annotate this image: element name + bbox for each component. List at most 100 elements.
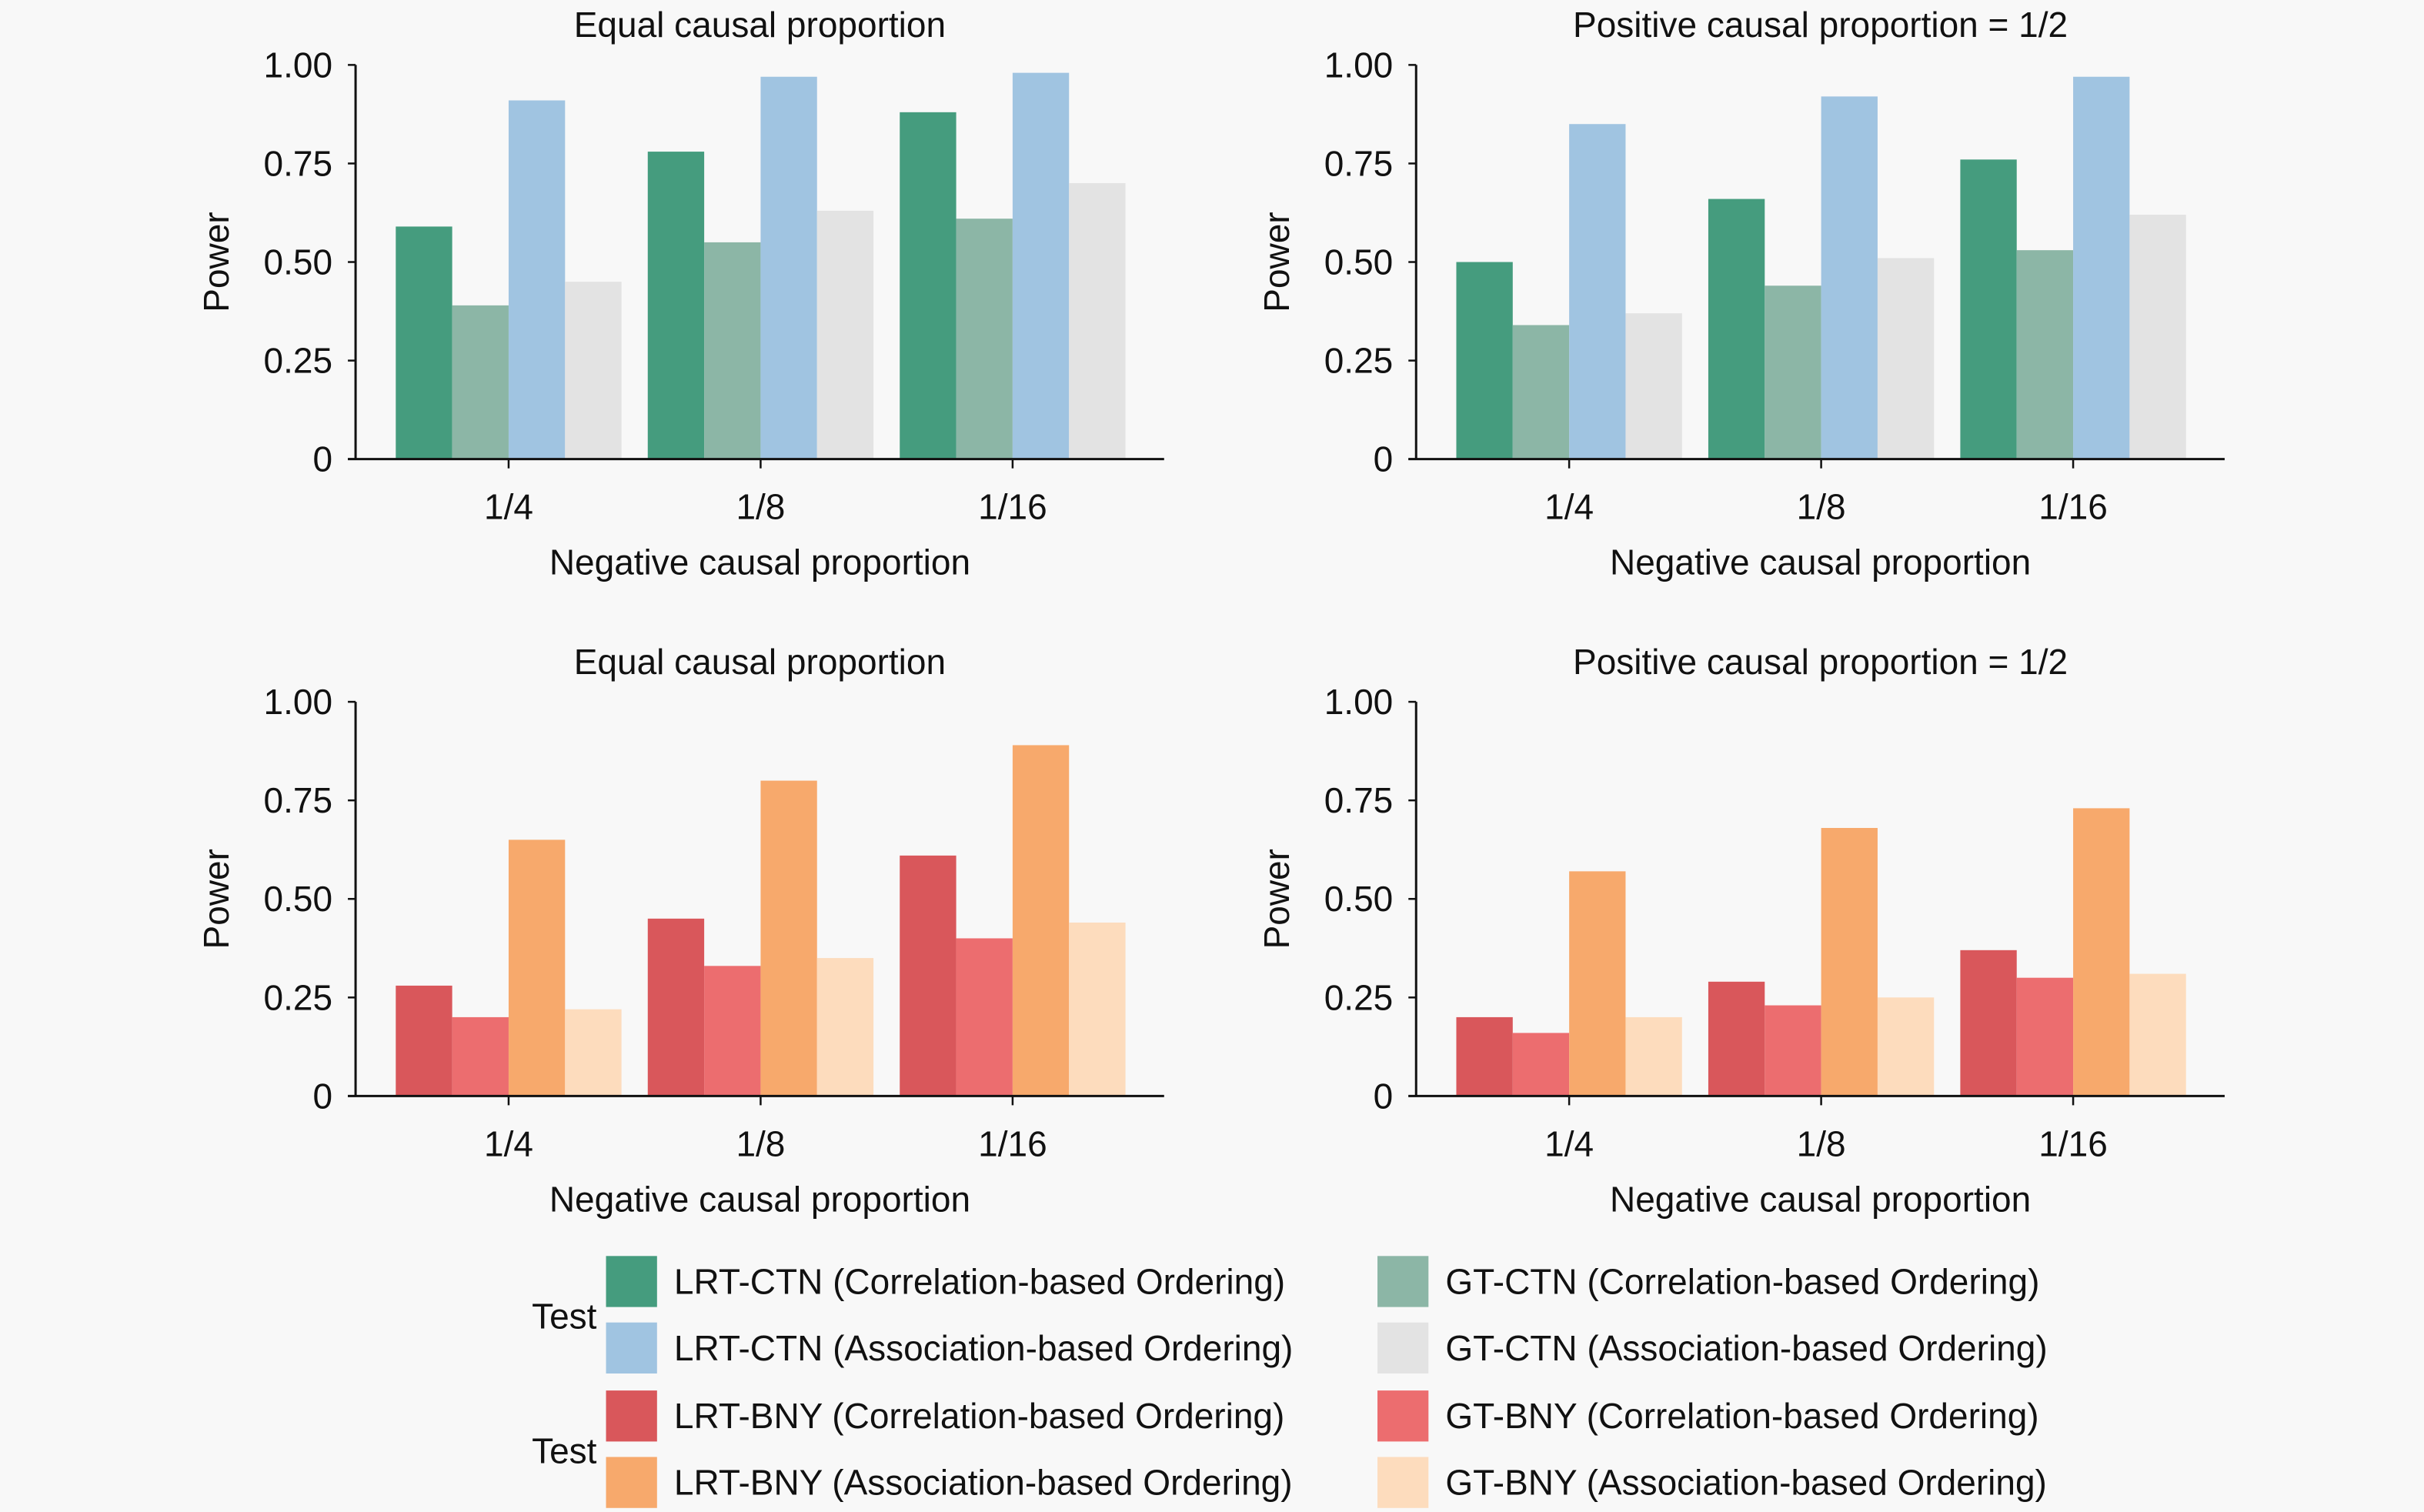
legend-swatch <box>606 1256 657 1307</box>
bar-1-4-2 <box>1569 124 1626 459</box>
bar-1-16-1 <box>2016 250 2074 459</box>
y-tick-label: 0.50 <box>1324 879 1394 919</box>
x-tick-label: 1/16 <box>2038 487 2108 527</box>
bar-1-16-3 <box>1069 922 1126 1096</box>
bar-1-8-2 <box>1821 96 1878 459</box>
legend-swatch <box>1377 1322 1429 1373</box>
y-tick-label: 0.25 <box>1324 977 1394 1017</box>
bar-1-8-2 <box>1821 828 1878 1096</box>
bar-1-4-3 <box>1625 1016 1682 1096</box>
bar-1-16-0 <box>1960 950 2017 1096</box>
chart-title: Positive causal proportion = 1/2 <box>1573 5 2068 45</box>
chart-title: Equal causal proportion <box>574 5 946 45</box>
legend-group-title: Test <box>532 1297 597 1337</box>
bar-1-8-2 <box>760 780 817 1096</box>
bar-1-8-0 <box>647 918 705 1096</box>
legend-swatch <box>1377 1390 1429 1442</box>
x-tick-label: 1/4 <box>484 1123 533 1163</box>
x-axis-label: Negative causal proportion <box>1610 1179 2031 1219</box>
bar-1-8-1 <box>704 966 761 1096</box>
y-tick-label: 0.75 <box>264 143 333 183</box>
x-tick-label: 1/4 <box>484 487 533 527</box>
y-tick-label: 0.25 <box>264 341 333 381</box>
bar-1-4-3 <box>565 1009 622 1096</box>
bar-1-4-3 <box>1625 313 1682 459</box>
legend-label: GT-BNY (Association-based Ordering) <box>1445 1463 2046 1503</box>
y-tick-label: 1.00 <box>1324 682 1394 722</box>
x-tick-label: 1/8 <box>1797 487 1846 527</box>
y-tick-label: 0 <box>1374 1076 1394 1116</box>
bar-1-8-0 <box>647 152 705 459</box>
bar-1-4-1 <box>452 305 509 459</box>
bar-1-4-0 <box>396 985 452 1096</box>
x-axis-label: Negative causal proportion <box>1610 542 2031 582</box>
chart-panel-top-left: Equal causal proportion 1/4 1/8 1/16 0 0.25 0.… <box>196 5 1164 582</box>
bar-1-16-2 <box>2073 76 2130 459</box>
x-tick-label: 1/4 <box>1544 487 1594 527</box>
legend-label: LRT-CTN (Association-based Ordering) <box>674 1328 1293 1368</box>
legend-label: LRT-CTN (Correlation-based Ordering) <box>674 1261 1285 1301</box>
bar-1-4-1 <box>452 1016 509 1096</box>
chart-title: Equal causal proportion <box>574 642 946 682</box>
y-axis-label: Power <box>196 212 236 312</box>
y-tick-label: 0.75 <box>264 780 333 820</box>
bar-1-16-3 <box>2129 215 2186 459</box>
legend: Test LRT-CTN (Correlation-based Ordering)… <box>532 1256 2048 1508</box>
y-tick-label: 0.25 <box>264 977 333 1017</box>
chart-title: Positive causal proportion = 1/2 <box>1573 642 2068 682</box>
bar-1-16-1 <box>956 219 1013 459</box>
y-tick-label: 1.00 <box>264 682 333 722</box>
bar-1-8-0 <box>1708 199 1765 459</box>
y-tick-label: 0.75 <box>1324 780 1394 820</box>
legend-swatch <box>606 1322 657 1373</box>
bar-1-4-0 <box>396 226 452 459</box>
legend-label: LRT-BNY (Correlation-based Ordering) <box>674 1396 1284 1436</box>
y-tick-label: 0.50 <box>1324 242 1394 282</box>
y-tick-label: 1.00 <box>264 45 333 85</box>
y-axis-label: Power <box>1257 849 1297 949</box>
legend-label: GT-CTN (Association-based Ordering) <box>1445 1328 2047 1368</box>
bar-1-16-2 <box>2073 808 2130 1096</box>
y-tick-label: 0.50 <box>264 879 333 919</box>
bar-1-8-1 <box>1765 285 1821 459</box>
legend-label: LRT-BNY (Association-based Ordering) <box>674 1463 1293 1503</box>
bar-1-16-1 <box>2016 977 2074 1096</box>
x-axis-label: Negative causal proportion <box>549 542 970 582</box>
bar-1-8-2 <box>760 76 817 459</box>
bar-1-16-0 <box>900 855 957 1096</box>
bar-1-16-2 <box>1012 745 1070 1096</box>
legend-swatch <box>1377 1457 1429 1508</box>
y-tick-label: 0 <box>312 439 332 479</box>
legend-swatch <box>1377 1256 1429 1307</box>
x-tick-label: 1/8 <box>1797 1123 1846 1163</box>
y-tick-label: 0.75 <box>1324 143 1394 183</box>
bar-1-4-2 <box>508 100 566 459</box>
y-axis-label: Power <box>1257 212 1297 312</box>
bar-1-16-2 <box>1012 72 1070 459</box>
x-tick-label: 1/8 <box>736 1123 785 1163</box>
bar-1-8-1 <box>1765 1005 1821 1096</box>
y-tick-label: 0 <box>312 1076 332 1116</box>
bar-1-8-1 <box>704 242 761 459</box>
bar-1-4-0 <box>1456 262 1513 459</box>
bar-1-8-0 <box>1708 981 1765 1096</box>
bar-1-16-0 <box>900 112 957 459</box>
y-tick-label: 0.25 <box>1324 341 1394 381</box>
x-tick-label: 1/8 <box>736 487 785 527</box>
y-tick-label: 0 <box>1374 439 1394 479</box>
bar-1-16-0 <box>1960 159 2017 459</box>
legend-swatch <box>606 1457 657 1508</box>
legend-group-title: Test <box>532 1430 597 1470</box>
bar-1-16-1 <box>956 938 1013 1096</box>
x-tick-label: 1/4 <box>1544 1123 1594 1163</box>
bar-1-8-3 <box>816 210 874 459</box>
bar-1-4-2 <box>508 839 566 1096</box>
bar-1-4-1 <box>1512 1033 1570 1096</box>
x-tick-label: 1/16 <box>978 487 1047 527</box>
y-tick-label: 0.50 <box>264 242 333 282</box>
y-axis-label: Power <box>196 849 236 949</box>
bar-1-16-3 <box>1069 183 1126 459</box>
bar-1-8-3 <box>1877 997 1935 1096</box>
y-tick-label: 1.00 <box>1324 45 1394 85</box>
